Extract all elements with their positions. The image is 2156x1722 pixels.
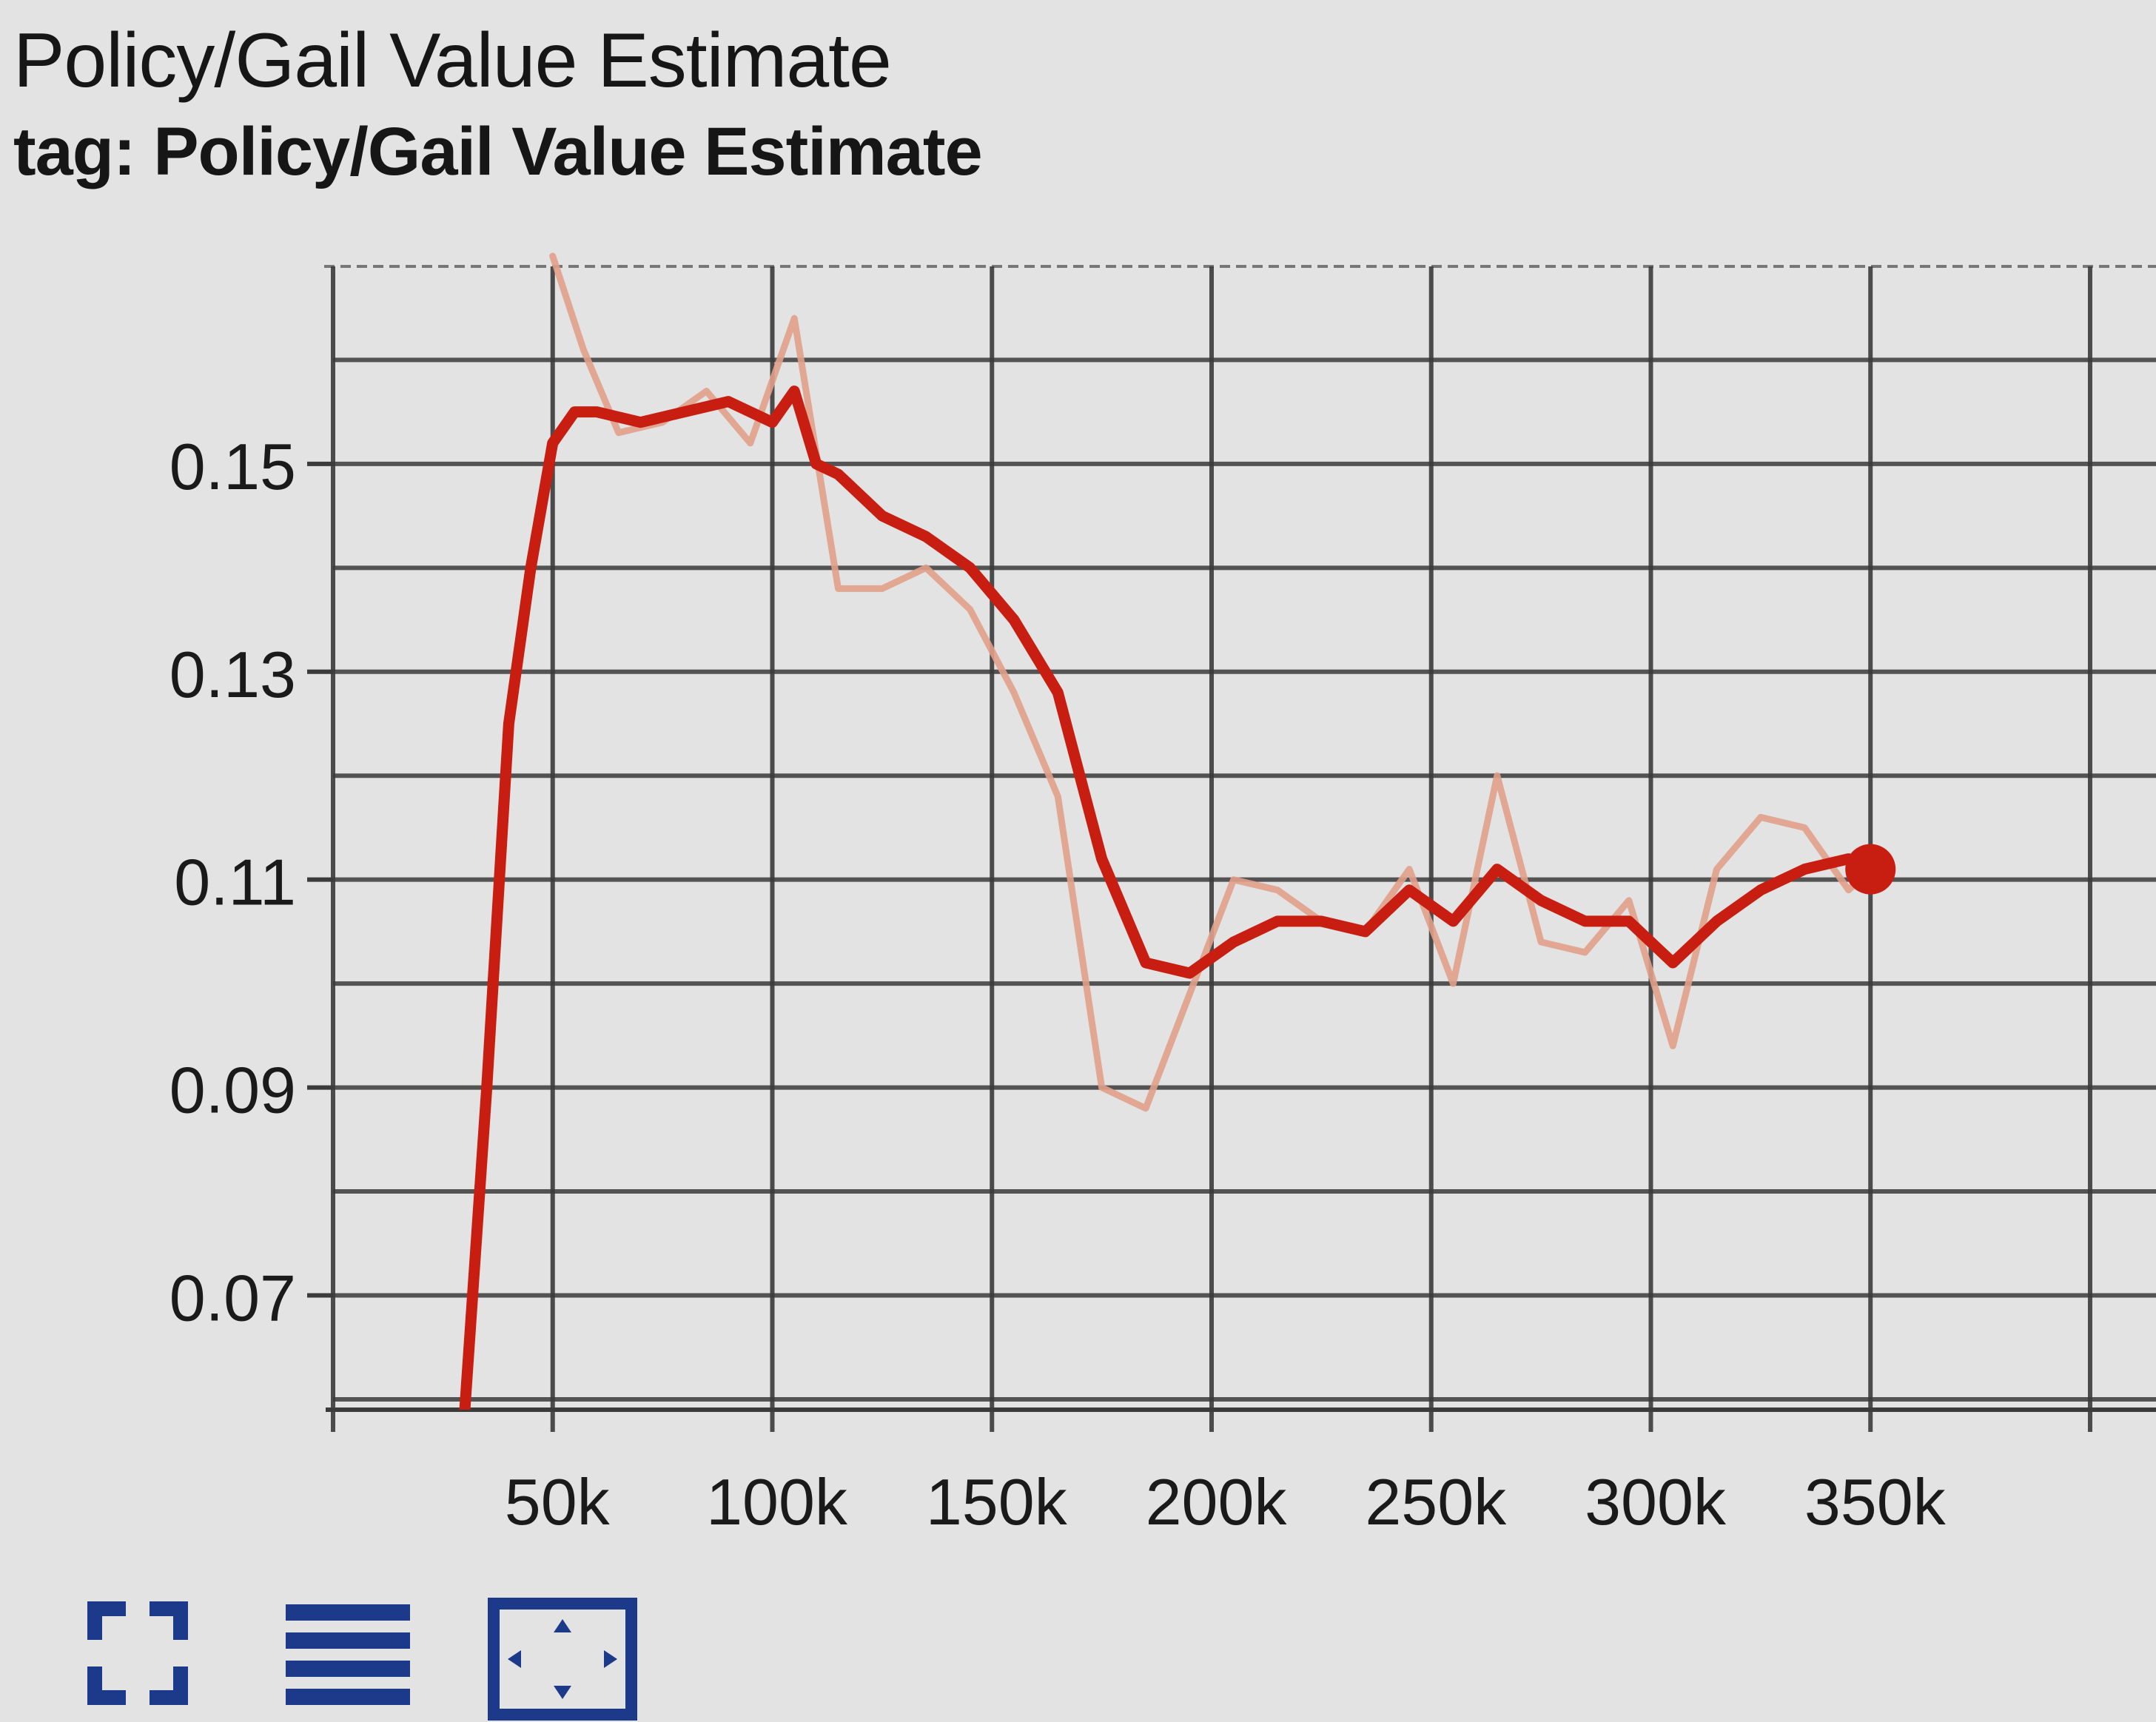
chart-title: Policy/Gail Value Estimate [13,18,892,104]
x-tick-label: 350k [1804,1465,1947,1538]
fullscreen-button[interactable] [86,1597,189,1712]
last-point-dot [1845,844,1896,895]
x-tick-label: 250k [1365,1465,1507,1538]
chart-toolbar [81,1597,674,1722]
fit-domain-icon [488,1598,637,1721]
x-tick-label: 50k [505,1465,611,1538]
x-tick-label: 150k [926,1465,1068,1538]
fit-domain-button[interactable] [487,1597,638,1722]
toggle-log-scale-button[interactable] [286,1597,412,1719]
smoothed-series-line [459,386,1876,1410]
y-tick-label: 0.15 [169,430,296,503]
y-tick-label: 0.07 [169,1262,296,1335]
series-lines [459,252,1876,1410]
fullscreen-icon [87,1601,188,1705]
y-tick-label: 0.09 [169,1054,296,1127]
axis-ticks: 0.07 0.09 0.11 0.13 0.15 50k 100k 150k 200k 250k 3… [169,430,1947,1538]
y-tick-label: 0.13 [169,638,296,711]
x-tick-label: 300k [1585,1465,1727,1538]
last-point-marker [1845,844,1896,895]
grid-lines [324,265,2156,1432]
x-tick-label: 200k [1146,1465,1288,1538]
y-tick-label: 0.11 [174,846,296,919]
x-tick-label: 100k [706,1465,848,1538]
chart-tag-subtitle: tag: Policy/Gail Value Estimate [13,114,983,189]
toggle-log-scale-icon [286,1604,410,1705]
raw-series-line [549,252,1874,1112]
